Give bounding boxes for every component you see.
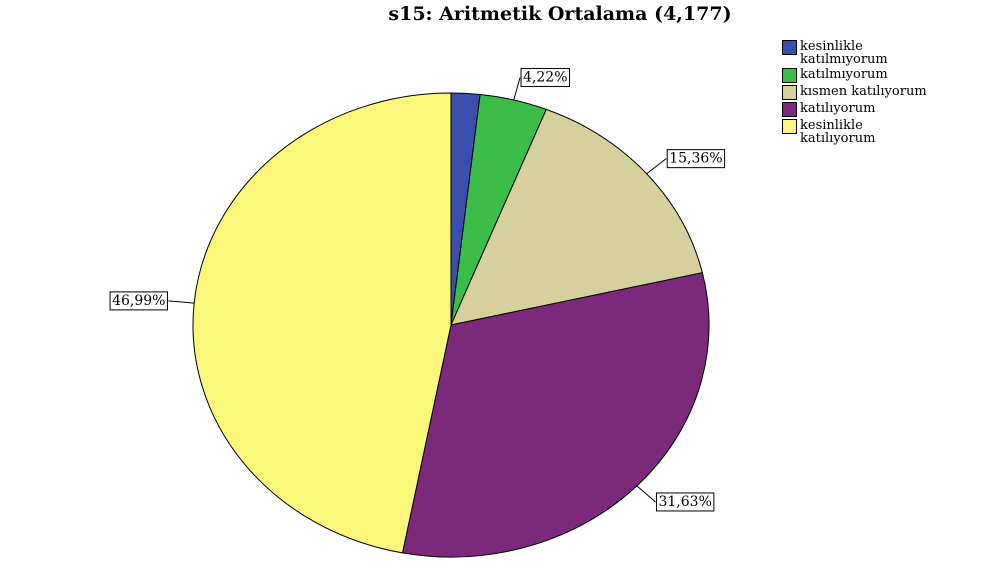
leader-line — [636, 485, 656, 503]
legend-item: katılıyorum — [782, 102, 962, 117]
data-label-box — [666, 149, 726, 169]
legend-label: katılmıyorum — [800, 67, 888, 82]
data-label: 4,22% — [523, 69, 567, 85]
legend-swatch — [782, 68, 797, 83]
legend-label: kesinlikle katılmıyorum — [800, 39, 888, 67]
legend-swatch — [782, 40, 797, 55]
leader-line — [646, 158, 667, 175]
pie-slice — [401, 272, 710, 558]
legend-swatch — [782, 85, 797, 100]
data-label: 15,36% — [669, 151, 722, 167]
legend-swatch — [782, 102, 797, 117]
leader-line — [168, 300, 195, 304]
legend-swatch — [782, 119, 797, 134]
data-label: 31,63% — [658, 494, 711, 510]
leader-line — [513, 77, 521, 101]
legend-item: kısmen katılıyorum — [782, 85, 962, 100]
legend-label: katılıyorum — [800, 101, 876, 116]
legend-item: katılmıyorum — [782, 68, 962, 83]
data-label-box — [655, 492, 715, 512]
data-label-box — [520, 67, 571, 87]
pie-slice — [450, 108, 703, 326]
legend-item: kesinlikle katılmıyorum — [782, 40, 962, 66]
legend-label: kısmen katılıyorum — [800, 84, 927, 99]
legend: kesinlikle katılmıyorum katılmıyorum kısme… — [782, 40, 962, 147]
legend-item: kesinlikle katılıyorum — [782, 119, 962, 145]
pie-slice — [192, 92, 452, 554]
data-label-box — [109, 291, 168, 311]
chart-title: s15: Aritmetik Ortalama (4,177) — [388, 3, 731, 25]
legend-label: kesinlikle katılıyorum — [800, 118, 876, 146]
data-label: 46,99% — [112, 293, 165, 309]
